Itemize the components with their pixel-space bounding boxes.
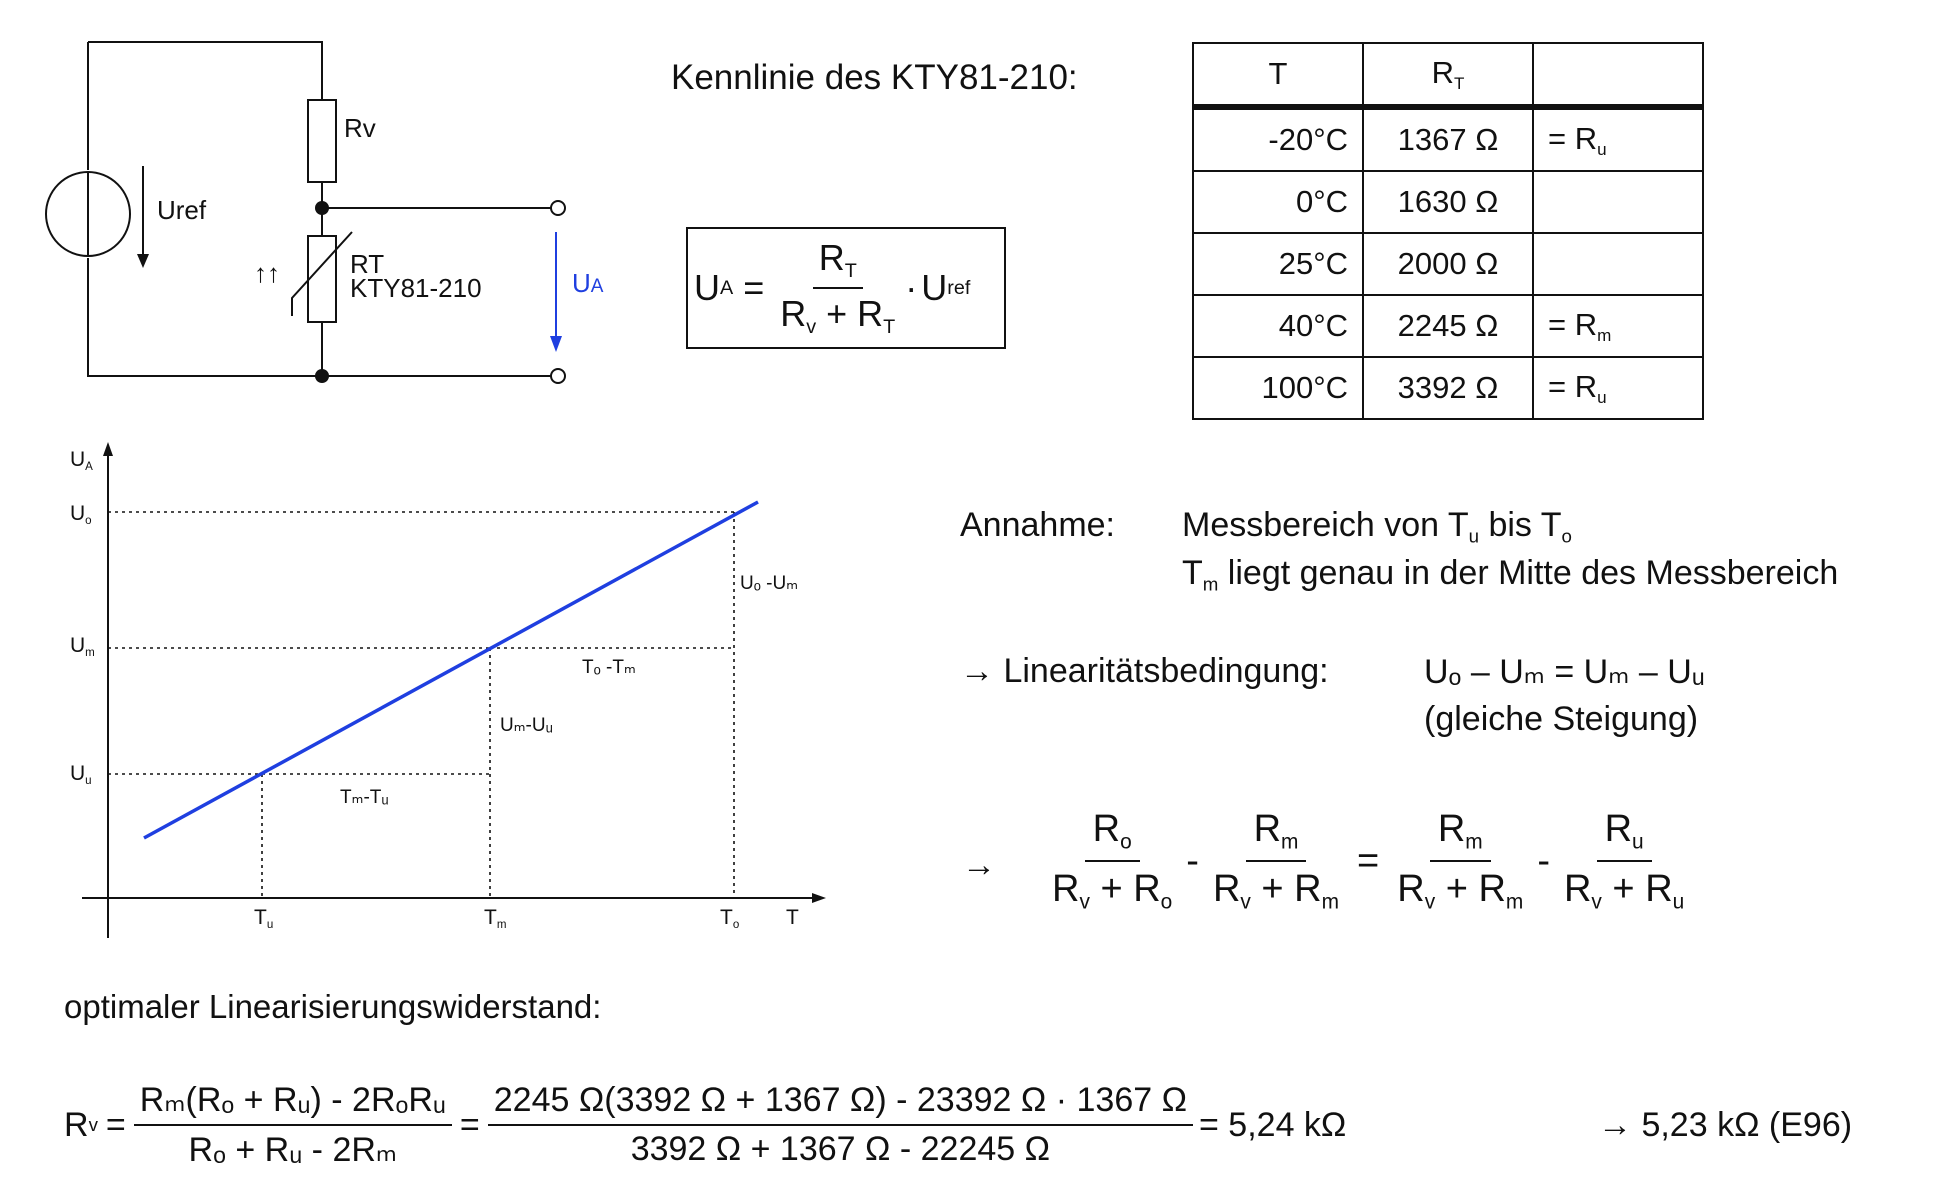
optimal-heading: optimaler Linearisierungswiderstand: [64,988,602,1025]
e96-result: → 5,23 kΩ (E96) [1598,1106,1853,1144]
assumption-line-2: Tm liegt genau in der Mitte des Messbere… [1182,554,1839,595]
linearity-note: (gleiche Steigung) [1424,700,1699,738]
header-t: T [1192,42,1364,110]
annotation-uo-um: Uₒ -Uₘ [740,573,799,594]
linearity-equation: Ro Rv + Ro - Rm Rv + Rm = Rm Rv + Rm - Ru Rv… [1052,808,1685,914]
y-axis-arrowhead-icon [103,442,113,456]
assumption-label: Annahme: [960,506,1115,544]
x-axis-label: T [786,906,799,929]
x-axis-arrowhead-icon [812,893,826,903]
table-row: 40°C 2245 Ω = Rm [1192,294,1704,358]
rv-label: Rv [344,113,376,143]
linearity-condition: Uₒ – Uₘ = Uₘ – Uᵤ [1424,653,1705,691]
characteristic-line [143,500,759,840]
thermistor-slash-icon [291,231,353,316]
node-dot-icon [315,369,329,383]
table-row: 25°C 2000 Ω [1192,232,1704,296]
node-dot-icon [315,201,329,215]
terminal-icon [550,368,566,384]
tu-tick: Tu [254,906,274,932]
uref-label: Uref [157,195,207,225]
ua-t-graph [82,442,826,938]
uu-tick: Uu [70,762,92,788]
table-row: -20°C 1367 Ω = Ru [1192,106,1704,172]
kty-table: T RT -20°C 1367 Ω = Ru 0°C 1630 Ω 25°C 2… [1192,42,1704,420]
ua-arrowhead-icon [550,336,562,352]
circuit-diagram [45,41,566,384]
header-note [1532,42,1704,110]
terminal-icon [550,200,566,216]
table-header-row: T RT [1192,42,1704,110]
to-tick: To [720,906,740,932]
rt-label: RT KTY81-210 [350,249,482,303]
um-tick: Um [70,634,95,660]
uref-arrowhead-icon [137,254,149,268]
uo-tick: Uo [70,502,92,528]
table-row: 0°C 1630 Ω [1192,170,1704,234]
tm-tick: Tm [484,906,507,932]
header-rt: RT [1362,42,1534,110]
table-row: 100°C 3392 Ω = Ru [1192,356,1704,420]
annotation-um-uu: Uₘ-Uᵤ [500,715,553,736]
wire-top [88,41,323,100]
characteristic-heading: Kennlinie des KTY81-210: [671,58,1078,97]
linearity-label: → Linearitätsbedingung: [960,652,1329,690]
ua-label: UA [572,268,604,298]
annotation-to-tm: Tₒ -Tₘ [582,657,636,678]
equation-arrow: → [962,846,996,884]
assumption-line-1: Messbereich von Tu bis To [1182,506,1572,547]
y-axis-label: UA [70,448,93,474]
annotation-tm-tu: Tₘ-Tᵤ [340,787,389,808]
wire-left-lower [87,258,322,377]
resistor-rv-icon [307,99,337,183]
temperature-arrows-icon: ↑↑ [254,258,280,288]
